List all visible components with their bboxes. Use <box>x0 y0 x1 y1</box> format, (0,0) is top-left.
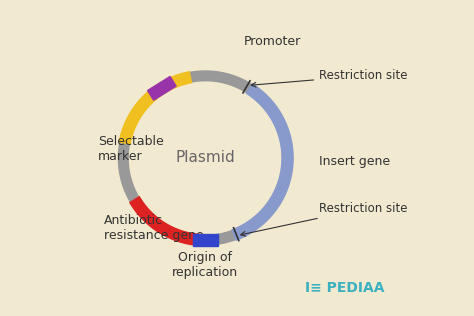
Polygon shape <box>193 234 218 246</box>
Text: I≡ PEDIAA: I≡ PEDIAA <box>305 281 384 295</box>
Text: Antibiotic
resistance gene: Antibiotic resistance gene <box>104 214 204 241</box>
Text: Origin of
replication: Origin of replication <box>173 252 238 279</box>
Polygon shape <box>147 76 176 100</box>
Text: Insert gene: Insert gene <box>319 155 390 168</box>
Text: Promoter: Promoter <box>243 34 301 48</box>
Text: Selectable
marker: Selectable marker <box>98 135 164 162</box>
Text: Restriction site: Restriction site <box>251 69 408 87</box>
Text: Restriction site: Restriction site <box>241 202 408 236</box>
Text: Plasmid: Plasmid <box>175 150 235 166</box>
